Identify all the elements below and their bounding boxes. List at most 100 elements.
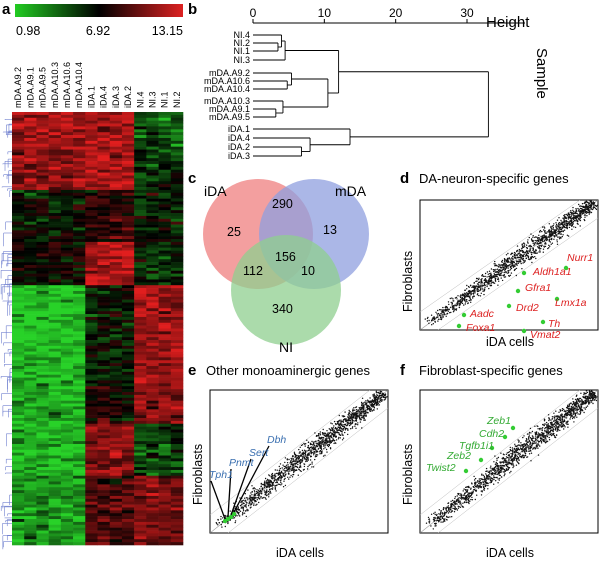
heatmap-cell <box>85 290 98 295</box>
scatter-point <box>536 252 538 254</box>
heatmap-cell <box>85 276 98 280</box>
heatmap-cell <box>158 279 172 283</box>
heatmap-cell <box>73 495 86 500</box>
heatmap-cell <box>158 521 172 526</box>
scatter-point <box>443 314 445 316</box>
scatter-point <box>271 488 274 490</box>
heatmap-cell <box>73 487 86 491</box>
heatmap-cell <box>170 158 184 162</box>
scatter-point <box>295 469 298 471</box>
scatter-point <box>503 261 506 263</box>
scatter-point <box>464 289 466 291</box>
scatter-point <box>335 439 338 441</box>
heatmap-cell <box>60 481 74 485</box>
heatmap-cell <box>109 143 123 147</box>
scatter-point <box>467 291 470 293</box>
scatter-point <box>267 490 270 493</box>
scatter-point <box>288 458 290 461</box>
heatmap-cell <box>134 143 147 147</box>
scatter-point <box>548 229 550 231</box>
scatter-point <box>532 235 534 237</box>
scatter-point <box>509 274 512 276</box>
heatmap-cell <box>12 288 25 292</box>
scatter-point <box>565 213 567 216</box>
heatmap-cell <box>24 152 37 156</box>
heatmap-cell <box>170 542 184 546</box>
scatter-point <box>454 304 456 306</box>
heatmap-cell <box>73 129 86 133</box>
heatmap-cell <box>146 337 159 341</box>
heatmap-cell <box>158 129 172 133</box>
heatmap-cell <box>121 472 135 477</box>
heatmap-cell <box>170 443 184 448</box>
scatter-point <box>321 432 324 434</box>
heatmap-cell <box>121 253 135 257</box>
heatmap-cell <box>12 195 25 199</box>
scatter-point <box>360 412 362 415</box>
scatter-point <box>247 499 249 501</box>
heatmap-cell <box>85 166 98 171</box>
heatmap-cell <box>24 201 37 205</box>
scatter-point <box>439 318 441 320</box>
heatmap-cell <box>85 270 98 274</box>
heatmap-cell <box>146 247 159 251</box>
scatter-point <box>510 272 513 274</box>
heatmap-cell <box>36 192 49 197</box>
heatmap-cell <box>60 357 74 361</box>
scatter-point <box>316 445 319 448</box>
scatter-point <box>287 464 289 466</box>
heatmap-cell <box>60 288 74 292</box>
heatmap-cell <box>134 239 147 243</box>
height-axis-ticks: 0 10 20 30 <box>250 6 474 23</box>
heatmap-cell <box>158 169 172 173</box>
scatter-point <box>489 274 492 276</box>
heatmap-column-label: NI.4 <box>135 91 145 108</box>
heatmap-cell <box>36 129 49 133</box>
scatter-point <box>532 248 534 251</box>
heatmap-cell <box>158 331 172 335</box>
heatmap-cell <box>134 432 147 436</box>
heatmap-cell <box>109 152 123 156</box>
scatter-point <box>502 264 504 267</box>
heatmap-cell <box>48 490 62 494</box>
heatmap-cell <box>73 337 86 341</box>
heatmap-cell <box>60 152 74 156</box>
heatmap-cell <box>12 438 25 442</box>
heatmap-cell <box>73 409 86 413</box>
heatmap-cell <box>134 230 147 234</box>
scatter-point <box>476 283 479 285</box>
scatter-point <box>473 285 476 288</box>
scatter-point <box>530 258 533 260</box>
heatmap-cell <box>121 169 135 173</box>
heatmap-cell <box>97 464 111 468</box>
heatmap-cell <box>12 495 25 500</box>
heatmap-cell <box>24 475 37 479</box>
scatter-point <box>461 294 463 296</box>
heatmap-cell <box>48 498 62 502</box>
heatmap-cell <box>24 331 37 335</box>
heatmap-cell <box>170 215 184 220</box>
heatmap-cell <box>73 519 86 523</box>
scatter-point <box>290 457 292 460</box>
scatter-point <box>509 269 512 271</box>
scatter-point <box>517 256 519 258</box>
scatter-point <box>562 225 564 227</box>
scatter-point <box>522 257 525 260</box>
scatter-point <box>542 251 544 253</box>
heatmap-cell <box>12 230 25 234</box>
scatter-point <box>449 297 451 300</box>
heatmap-cell <box>134 331 147 335</box>
heatmap-cell <box>36 161 49 165</box>
heatmap-cell <box>134 195 147 199</box>
heatmap-cell <box>121 386 135 390</box>
heatmap-cell <box>97 383 111 387</box>
heatmap-cell <box>97 221 111 225</box>
heatmap-cell <box>36 521 49 526</box>
scatter-point <box>348 415 351 417</box>
heatmap-cell <box>12 380 25 384</box>
heatmap-cell <box>158 293 172 298</box>
heatmap-cell <box>170 432 184 436</box>
heatmap-cell <box>97 163 111 168</box>
heatmap-cell <box>73 322 86 326</box>
heatmap-cell <box>85 366 98 370</box>
